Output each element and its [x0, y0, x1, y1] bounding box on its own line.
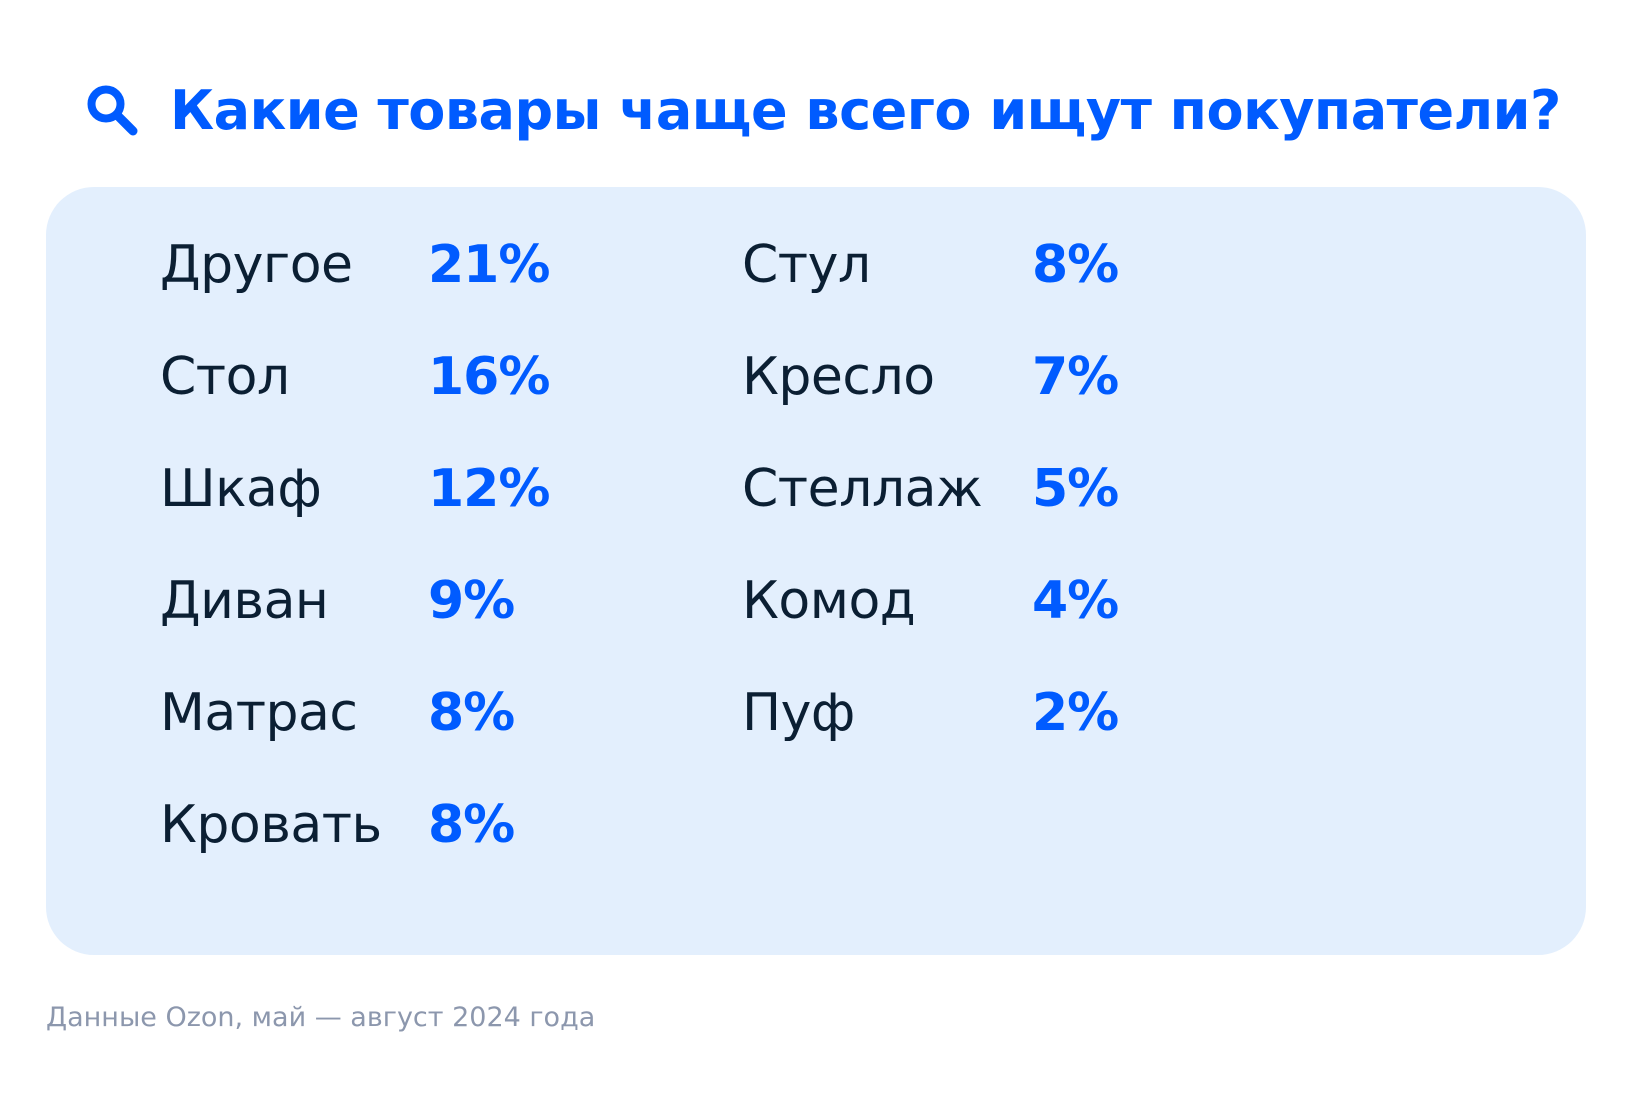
footnote: Данные Ozon, май — август 2024 года [46, 1002, 596, 1033]
percentage-value: 8% [428, 683, 515, 743]
category-label: Стол [160, 347, 290, 407]
category-label: Пуф [742, 683, 855, 743]
chart-table: Другое 21% Стол 16% Шкаф 12% Диван 9% Матрас 8% Кр… [46, 187, 1586, 955]
percentage-value: 8% [1032, 235, 1119, 295]
category-label: Стеллаж [742, 459, 983, 519]
table-row: Кресло 7% [742, 337, 1302, 417]
category-label: Матрас [160, 683, 358, 743]
percentage-value: 16% [428, 347, 550, 407]
category-label: Стул [742, 235, 871, 295]
category-label: Диван [160, 571, 329, 631]
category-label: Кресло [742, 347, 935, 407]
percentage-value: 8% [428, 795, 515, 855]
table-row: Матрас 8% [160, 673, 720, 753]
percentage-value: 5% [1032, 459, 1119, 519]
table-row: Комод 4% [742, 561, 1302, 641]
category-label: Комод [742, 571, 916, 631]
percentage-value: 2% [1032, 683, 1119, 743]
category-label: Шкаф [160, 459, 322, 519]
category-label: Другое [160, 235, 353, 295]
percentage-value: 4% [1032, 571, 1119, 631]
page-title: Какие товары чаще всего ищут покупатели? [170, 78, 1561, 142]
table-row: Шкаф 12% [160, 449, 720, 529]
search-icon [87, 85, 138, 136]
table-row: Пуф 2% [742, 673, 1302, 753]
table-row: Кровать 8% [160, 785, 720, 865]
table-row: Другое 21% [160, 225, 720, 305]
table-row: Стеллаж 5% [742, 449, 1302, 529]
table-row: Стул 8% [742, 225, 1302, 305]
percentage-value: 21% [428, 235, 550, 295]
table-row: Стол 16% [160, 337, 720, 417]
category-label: Кровать [160, 795, 382, 855]
percentage-value: 9% [428, 571, 515, 631]
chart-card: Другое 21% Стол 16% Шкаф 12% Диван 9% Матрас 8% Кр… [46, 187, 1586, 955]
percentage-value: 12% [428, 459, 550, 519]
table-row: Диван 9% [160, 561, 720, 641]
header: Какие товары чаще всего ищут покупатели? [84, 72, 1561, 148]
percentage-value: 7% [1032, 347, 1119, 407]
